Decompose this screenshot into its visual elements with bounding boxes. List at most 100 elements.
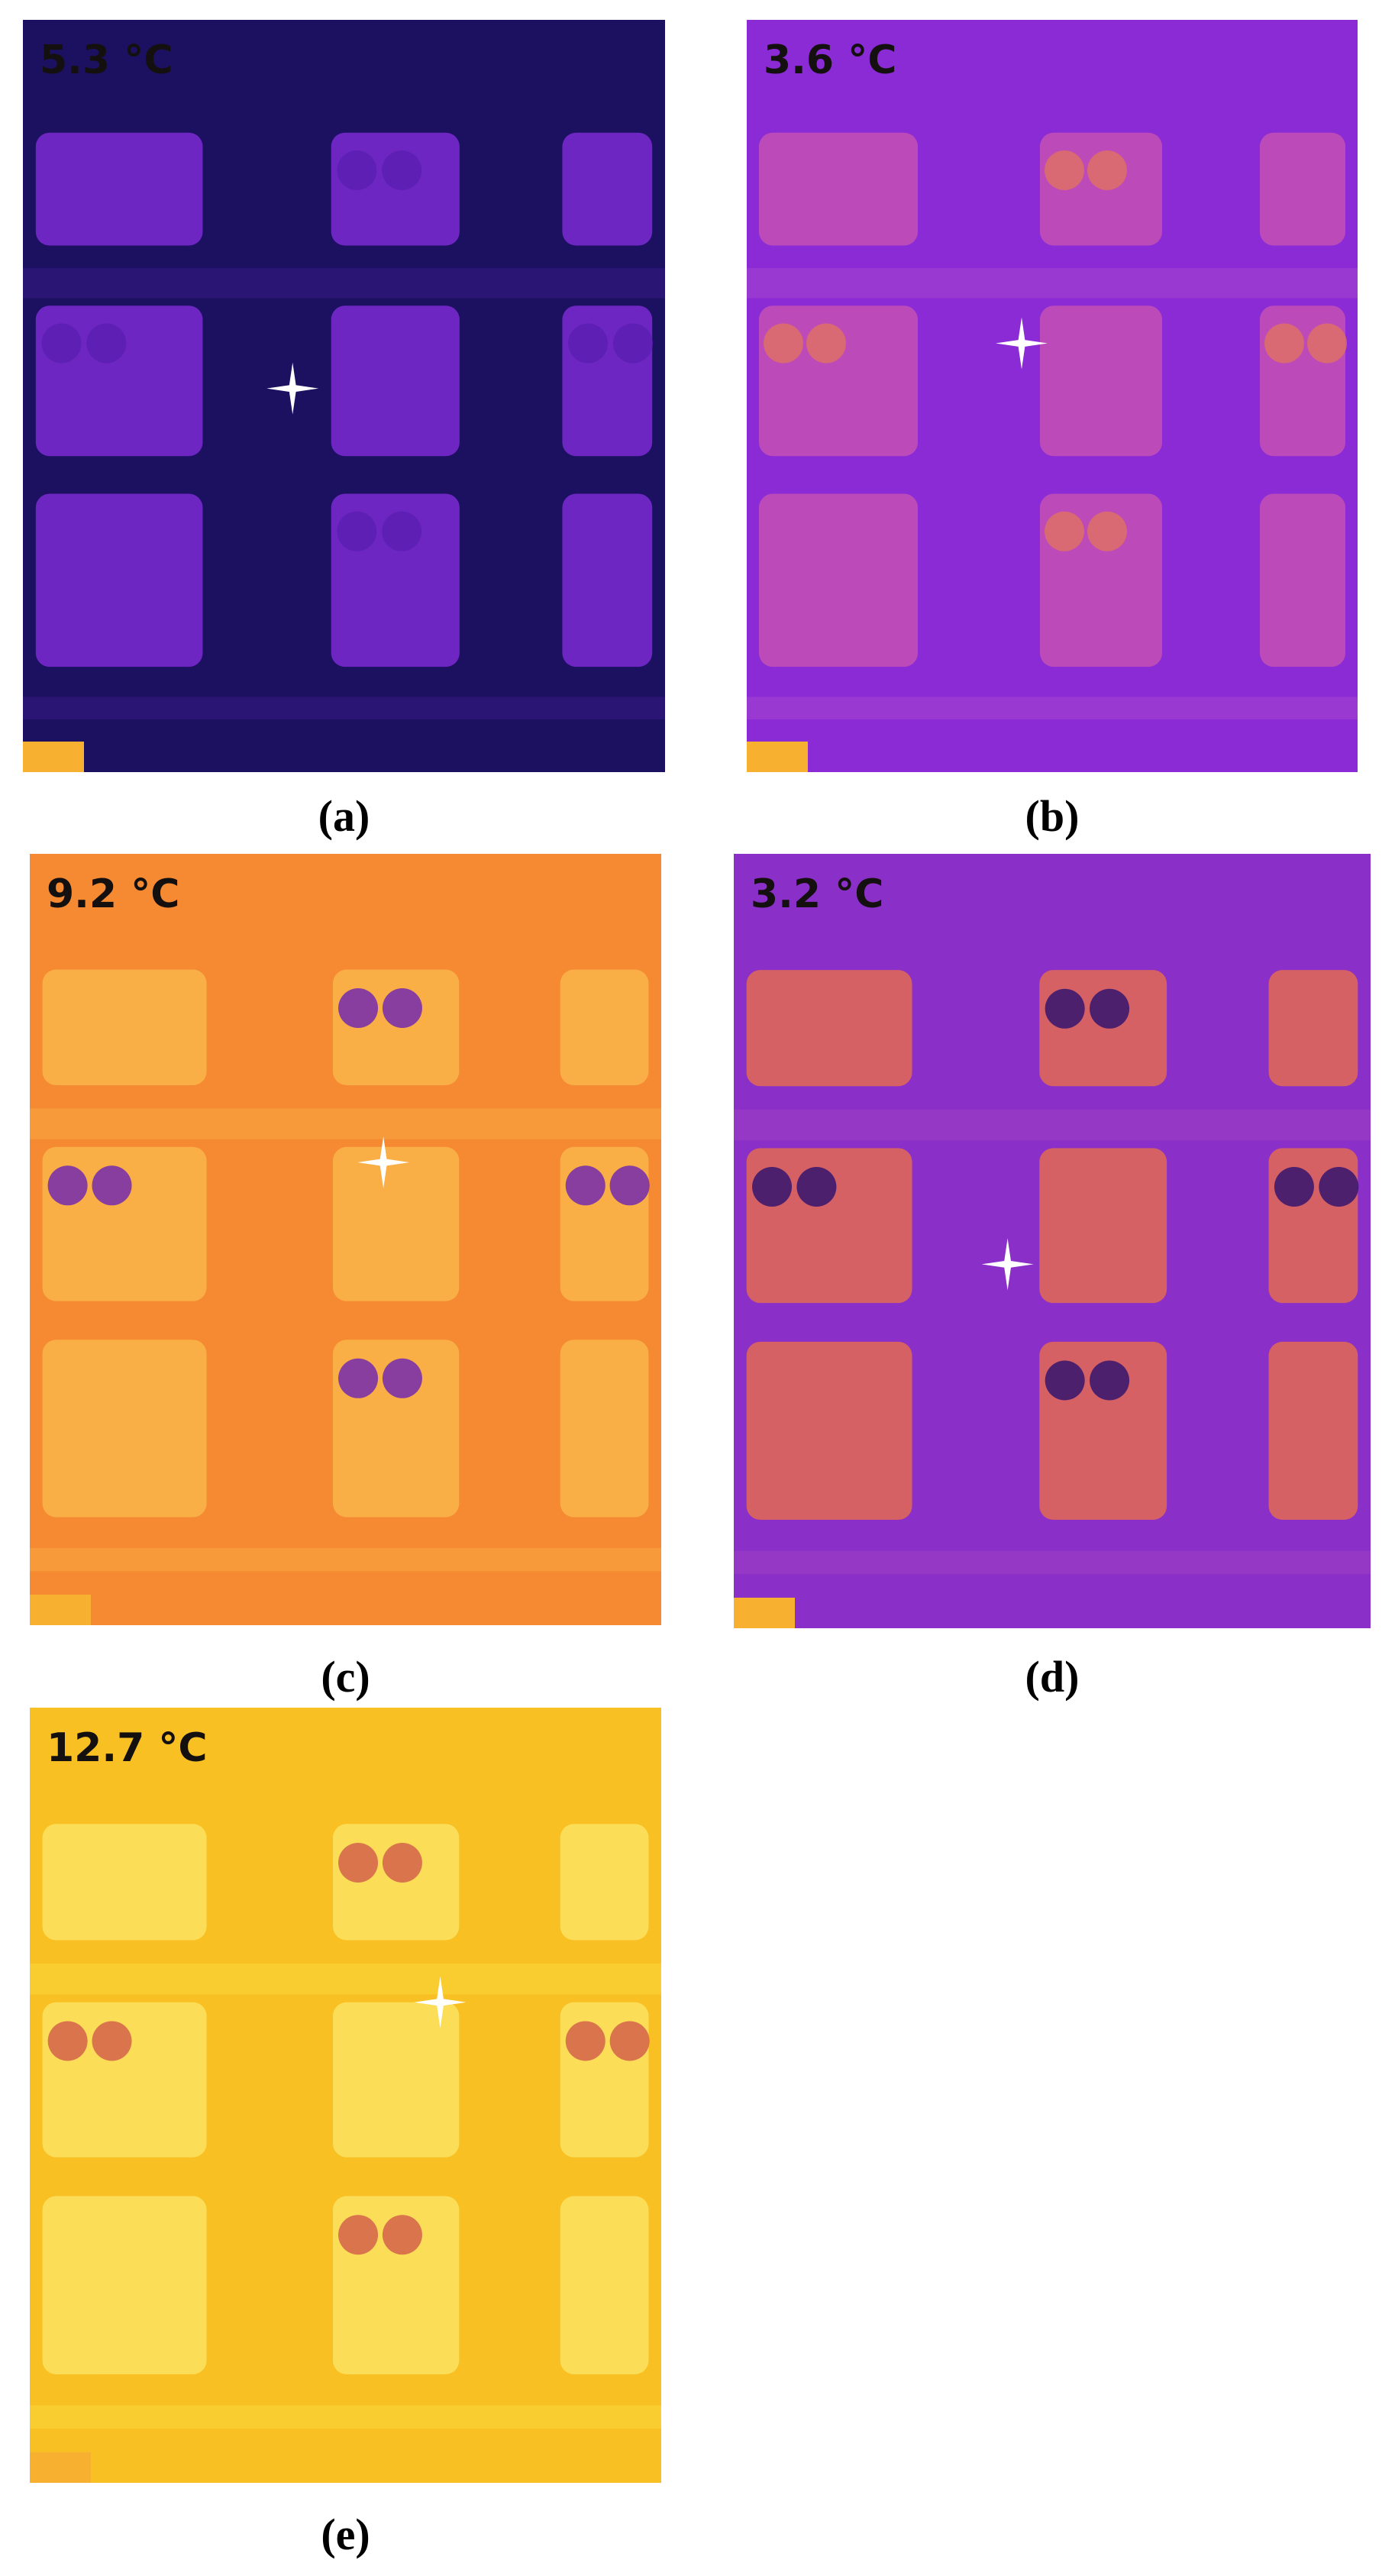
wall-band	[30, 1548, 661, 1572]
window	[562, 132, 653, 246]
temperature-label: 9.2 °C	[47, 871, 179, 917]
window	[331, 305, 460, 457]
window	[746, 1341, 912, 1521]
thermal-spot	[609, 1165, 650, 1206]
window	[1268, 1341, 1358, 1521]
thermal-spot	[92, 2021, 132, 2061]
wall-band	[30, 2405, 661, 2429]
thermal-spot	[382, 1358, 422, 1398]
crosshair	[266, 362, 319, 415]
window	[35, 132, 203, 246]
window	[42, 2196, 207, 2374]
thermal-spot	[338, 988, 379, 1028]
thermal-spot	[47, 2021, 88, 2061]
thermal-spot	[338, 2215, 379, 2255]
temperature-label: 3.6 °C	[764, 37, 896, 83]
hot-spot	[747, 742, 808, 772]
panel-caption: (c)	[321, 1652, 370, 1702]
thermal-panel: 5.3 °C (a)	[23, 20, 665, 841]
window	[332, 1146, 460, 1301]
thermal-spot	[92, 1165, 132, 1206]
temperature-label: 5.3 °C	[40, 37, 173, 83]
window	[332, 1824, 460, 1941]
wall-band	[30, 1963, 661, 1995]
window	[1040, 305, 1162, 457]
window	[1268, 970, 1358, 1087]
window	[332, 969, 460, 1085]
thermal-spot	[565, 2021, 605, 2061]
window	[1039, 1148, 1167, 1304]
thermal-panel: 9.2 °C (c)	[30, 854, 661, 1702]
crosshair	[996, 317, 1048, 370]
thermal-spot	[1045, 1360, 1085, 1401]
thermal-panel: 3.6 °C (b)	[747, 20, 1358, 841]
window	[42, 1340, 207, 1517]
thermal-spot	[1274, 1167, 1314, 1207]
window	[562, 493, 653, 667]
window	[560, 2196, 649, 2374]
wall-band	[747, 268, 1358, 299]
thermal-spot	[1087, 511, 1127, 551]
thermal-spot	[609, 2021, 650, 2061]
thermal-spot	[338, 1843, 379, 1883]
panel-caption: (e)	[321, 2510, 370, 2559]
panel-caption: (b)	[1025, 791, 1080, 841]
hot-spot	[23, 742, 84, 772]
window	[560, 1824, 649, 1941]
temperature-label: 3.2 °C	[751, 871, 883, 917]
thermal-spot	[1307, 323, 1347, 364]
thermal-spot	[382, 988, 422, 1028]
thermal-spot	[338, 1358, 379, 1398]
wall-band	[30, 1108, 661, 1139]
window	[1260, 132, 1345, 246]
hot-spot	[30, 2452, 91, 2483]
thermal-spot	[41, 323, 82, 364]
window	[560, 969, 649, 1085]
wall-band	[23, 268, 665, 299]
window	[42, 969, 207, 1085]
thermal-spot	[1087, 150, 1127, 190]
temperature-label: 12.7 °C	[47, 1725, 208, 1771]
window	[746, 970, 912, 1087]
hot-spot	[30, 1595, 91, 1625]
thermal-spot	[796, 1167, 837, 1207]
thermal-spot	[382, 1843, 422, 1883]
thermal-spot	[382, 150, 422, 190]
panel-caption: (a)	[318, 791, 370, 841]
thermal-spot	[1264, 323, 1304, 364]
window	[332, 2002, 460, 2157]
thermal-spot	[382, 2215, 422, 2255]
thermal-spot	[764, 323, 803, 364]
thermal-spot	[86, 323, 127, 364]
crosshair	[357, 1136, 410, 1188]
thermal-spot	[1090, 988, 1130, 1029]
panel-caption: (d)	[1025, 1652, 1080, 1702]
thermal-spot	[47, 1165, 88, 1206]
window	[1039, 970, 1167, 1087]
window	[759, 132, 918, 246]
thermal-spot	[752, 1167, 793, 1207]
window	[1260, 493, 1345, 667]
thermal-spot	[1045, 988, 1085, 1029]
window	[42, 1824, 207, 1941]
thermal-spot	[337, 150, 377, 190]
thermal-spot	[1319, 1167, 1359, 1207]
crosshair	[981, 1238, 1034, 1291]
thermal-spot	[1045, 511, 1084, 551]
thermal-spot	[612, 323, 653, 364]
wall-band	[747, 697, 1358, 720]
thermal-spot	[1045, 150, 1084, 190]
thermal-spot	[568, 323, 609, 364]
thermal-spot	[1090, 1360, 1130, 1401]
thermal-panel: 3.2 °C (d)	[734, 854, 1371, 1702]
thermal-panel: 12.7 °C (e)	[30, 1708, 661, 2559]
window	[331, 132, 460, 246]
crosshair	[414, 1976, 467, 2028]
window	[560, 1340, 649, 1517]
wall-band	[734, 1550, 1371, 1575]
window	[35, 493, 203, 667]
thermal-spot	[565, 1165, 605, 1206]
wall-band	[734, 1109, 1371, 1141]
